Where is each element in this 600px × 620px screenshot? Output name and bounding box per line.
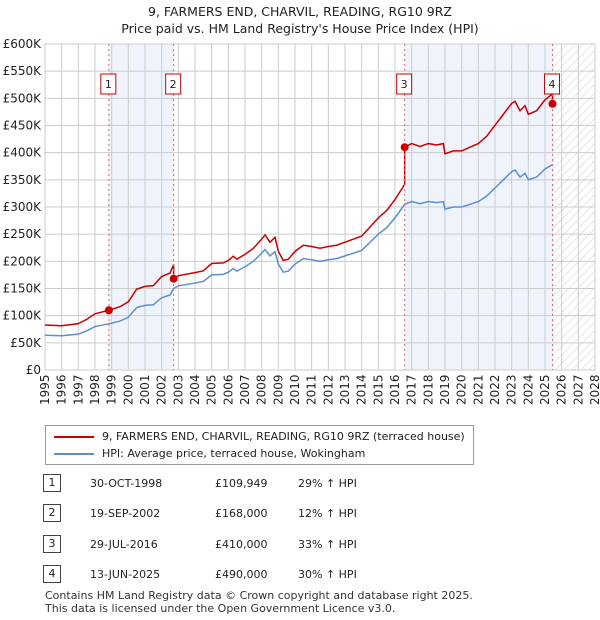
y-tick-label: £0 <box>26 363 41 377</box>
y-tick-label: £400K <box>3 146 43 160</box>
chart-svg: £0 £50K £100K £150K £200K £250K £300K £350K £400… <box>3 37 600 405</box>
table-row: 2 19-SEP-2002 £168,000 12% ↑ HPI <box>0 504 600 524</box>
sale-label-box <box>544 73 560 95</box>
x-tick-label: 2000 <box>121 374 135 405</box>
x-tick-label: 2028 <box>588 374 600 405</box>
x-tick-label: 2014 <box>355 374 369 405</box>
x-tick-label: 2001 <box>138 374 152 405</box>
x-tick-label: 2026 <box>555 374 569 405</box>
y-tick-label: £350K <box>3 173 43 187</box>
price-line <box>44 92 554 327</box>
x-tick-label: 2025 <box>538 374 552 405</box>
y-tick-label: £450K <box>3 119 43 133</box>
x-tick-label: 1999 <box>105 374 119 405</box>
y-tick-label: £600K <box>3 37 43 51</box>
x-tick-label: 2009 <box>271 374 285 405</box>
x-tick-label: 2019 <box>438 374 452 405</box>
y-tick-label: £200K <box>3 254 43 268</box>
sale-price: £410,000 <box>215 538 268 551</box>
chart-title: 9, FARMERS END, CHARVIL, READING, RG10 9… <box>148 4 452 19</box>
sale-date: 30-OCT-1998 <box>90 477 163 490</box>
y-tick-label: £500K <box>3 91 43 105</box>
sale-hpi-diff: 30% ↑ HPI <box>298 568 357 581</box>
x-tick-label: 2008 <box>255 374 269 405</box>
footer-line-1: Contains HM Land Registry data © Crown c… <box>45 589 473 602</box>
y-tick-label: £250K <box>3 227 43 241</box>
sale-label: 2 <box>170 78 177 91</box>
sale-label: 1 <box>105 78 112 91</box>
legend-hpi: HPI: Average price, terraced house, Woki… <box>102 447 366 460</box>
x-tick-label: 2007 <box>238 374 252 405</box>
x-tick-label: 1997 <box>71 374 85 405</box>
y-tick-label: £100K <box>3 309 43 323</box>
x-tick-label: 2005 <box>205 374 219 405</box>
x-tick-label: 2002 <box>155 374 169 405</box>
sale-price: £168,000 <box>215 507 268 520</box>
sale-date: 19-SEP-2002 <box>90 507 161 520</box>
sale-date: 13-JUN-2025 <box>90 568 161 581</box>
y-tick-label: £150K <box>3 282 43 296</box>
sale-label-box <box>100 73 117 95</box>
x-tick-label: 2020 <box>455 374 469 405</box>
x-tick-label: 2013 <box>338 374 352 405</box>
y-tick-label: £50K <box>10 336 42 350</box>
legend: 9, FARMERS END, CHARVIL, READING, RG10 9… <box>45 425 474 465</box>
sale-price: £109,949 <box>215 477 268 490</box>
table-row: 4 13-JUN-2025 £490,000 30% ↑ HPI <box>0 565 600 585</box>
chart-subtitle: Price paid vs. HM Land Registry's House … <box>121 21 479 36</box>
x-tick-label: 2003 <box>171 374 185 405</box>
sale-point <box>400 143 409 152</box>
hpi-line <box>44 163 553 337</box>
legend-price: 9, FARMERS END, CHARVIL, READING, RG10 9… <box>102 430 465 443</box>
sale-number: 1 <box>43 474 61 492</box>
x-tick-label: 2006 <box>221 374 235 405</box>
footer-line-2: This data is licensed under the Open Gov… <box>45 602 396 615</box>
sale-number: 2 <box>43 504 61 522</box>
sale-label: 4 <box>549 78 556 91</box>
sale-label: 3 <box>401 78 408 91</box>
table-row: 3 29-JUL-2016 £410,000 33% ↑ HPI <box>0 535 600 555</box>
plot-border <box>44 43 596 371</box>
sale-hpi-diff: 29% ↑ HPI <box>298 477 357 490</box>
x-tick-label: 2017 <box>405 374 419 405</box>
x-tick-label: 1998 <box>88 374 102 405</box>
sale-number: 3 <box>43 535 61 553</box>
sale-point <box>104 306 113 315</box>
sale-price: £490,000 <box>215 568 268 581</box>
x-tick-label: 2012 <box>321 374 335 405</box>
x-tick-label: 2018 <box>421 374 435 405</box>
sale-point <box>548 99 557 108</box>
x-tick-label: 2021 <box>471 374 485 405</box>
sale-hpi-diff: 33% ↑ HPI <box>298 538 357 551</box>
sale-point <box>169 274 178 283</box>
x-tick-label: 1995 <box>38 374 52 405</box>
sale-date: 29-JUL-2016 <box>90 538 158 551</box>
x-tick-label: 2010 <box>288 374 302 405</box>
x-tick-label: 2004 <box>188 374 202 405</box>
x-tick-label: 2024 <box>521 374 535 405</box>
x-tick-label: 2016 <box>388 374 402 405</box>
x-tick-label: 2011 <box>305 374 319 405</box>
x-tick-label: 1996 <box>55 374 69 405</box>
sale-hpi-diff: 12% ↑ HPI <box>298 507 357 520</box>
x-tick-label: 2027 <box>571 374 585 405</box>
x-tick-label: 2023 <box>505 374 519 405</box>
price-line-swatch <box>54 435 94 438</box>
sale-label-box <box>165 73 182 95</box>
sale-number: 4 <box>43 565 61 583</box>
sale-label-box <box>396 73 413 95</box>
x-tick-label: 2022 <box>488 374 502 405</box>
x-tick-label: 2015 <box>371 374 385 405</box>
table-row: 1 30-OCT-1998 £109,949 29% ↑ HPI <box>0 474 600 494</box>
hpi-line-swatch <box>54 452 94 455</box>
y-tick-label: £300K <box>3 200 43 214</box>
y-tick-label: £550K <box>3 64 43 78</box>
